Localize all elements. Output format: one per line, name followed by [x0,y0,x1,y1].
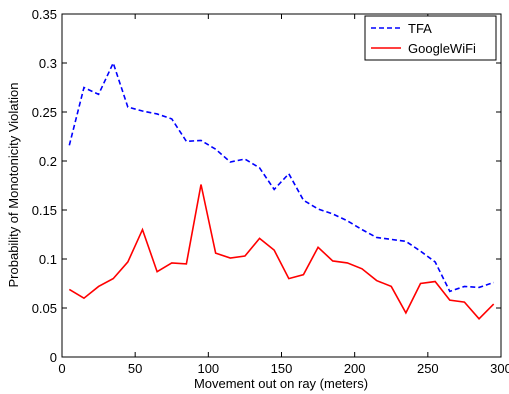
series-line-googlewifi [68,184,495,320]
series-line-tfa [68,60,494,293]
x-axis-label: Movement out on ray (meters) [194,376,368,391]
x-tick-label: 100 [197,361,219,376]
x-tick-label: 50 [128,361,142,376]
y-tick-label: 0.35 [32,7,57,22]
y-tick-label: 0.2 [39,154,57,169]
legend-label-googlewifi: GoogleWiFi [408,41,476,56]
x-tick-label: 200 [344,361,366,376]
y-tick-label: 0.3 [39,56,57,71]
y-tick-label: 0.25 [32,105,57,120]
legend-box [364,15,497,61]
y-tick-label: 0 [50,350,57,365]
x-tick-label: 250 [417,361,439,376]
series-layer [68,60,495,320]
x-tick-label: 300 [490,361,509,376]
y-tick-label: 0.15 [32,203,57,218]
legend-label-tfa: TFA [408,21,432,36]
tick-layer: 0 50 100 150 200 250 300 0 0.05 0.1 0.15 0.2 0.25 0.3… [32,7,509,376]
x-tick-label: 0 [58,361,65,376]
y-axis-label: Probability of Monotonicity Violation [6,83,21,288]
plot-frame [61,13,502,358]
y-tick-label: 0.05 [32,301,57,316]
y-tick-label: 0.1 [39,252,57,267]
legend: TFA GoogleWiFi [364,15,497,61]
x-tick-label: 150 [271,361,293,376]
